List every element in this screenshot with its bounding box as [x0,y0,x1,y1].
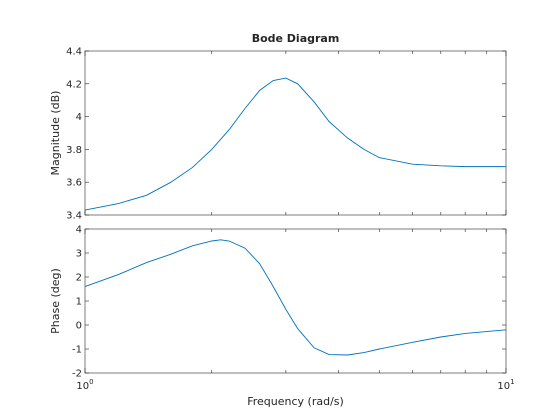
magnitude-series-line [84,77,506,211]
y-tick-label: 1 [76,297,82,308]
y-tick-label: -2 [72,369,82,380]
y-tick-label: 4.2 [66,79,82,90]
y-tick-label: 3 [76,249,82,260]
magnitude-panel: Magnitude (dB) 3.4 3.6 3.8 4 4.2 4.4 [49,47,507,222]
y-tick-label: 4 [76,112,82,123]
chart-title: Bode Diagram [252,32,340,45]
y-tick-label: 0 [76,321,82,332]
phase-panel: Phase (deg) -2 -1 0 1 2 3 4 [49,225,507,380]
y-tick-label: -1 [72,345,82,356]
phase-series-line [84,239,507,356]
y-tick-label: 3.4 [66,211,82,222]
phase-axis-label: Phase (deg) [49,268,62,334]
x-tick-label: 101 [497,378,514,392]
x-tick-labels: 100 101 [76,378,514,392]
phase-x-ticks [84,229,507,373]
magnitude-plot-area [84,50,507,216]
phase-y-ticks: -2 -1 0 1 2 3 4 [72,225,506,380]
y-tick-label: 2 [76,273,82,284]
magnitude-y-ticks: 3.4 3.6 3.8 4 4.2 4.4 [66,47,506,222]
y-tick-label: 4.4 [66,47,82,58]
magnitude-axis-label: Magnitude (dB) [49,91,62,176]
phase-plot-area [84,228,507,374]
x-tick-label: 100 [76,378,93,392]
y-tick-label: 4 [76,225,82,236]
x-axis-label: Frequency (rad/s) [247,395,344,408]
y-tick-label: 3.6 [66,178,82,189]
y-tick-label: 3.8 [66,145,82,156]
magnitude-x-ticks [84,51,507,215]
